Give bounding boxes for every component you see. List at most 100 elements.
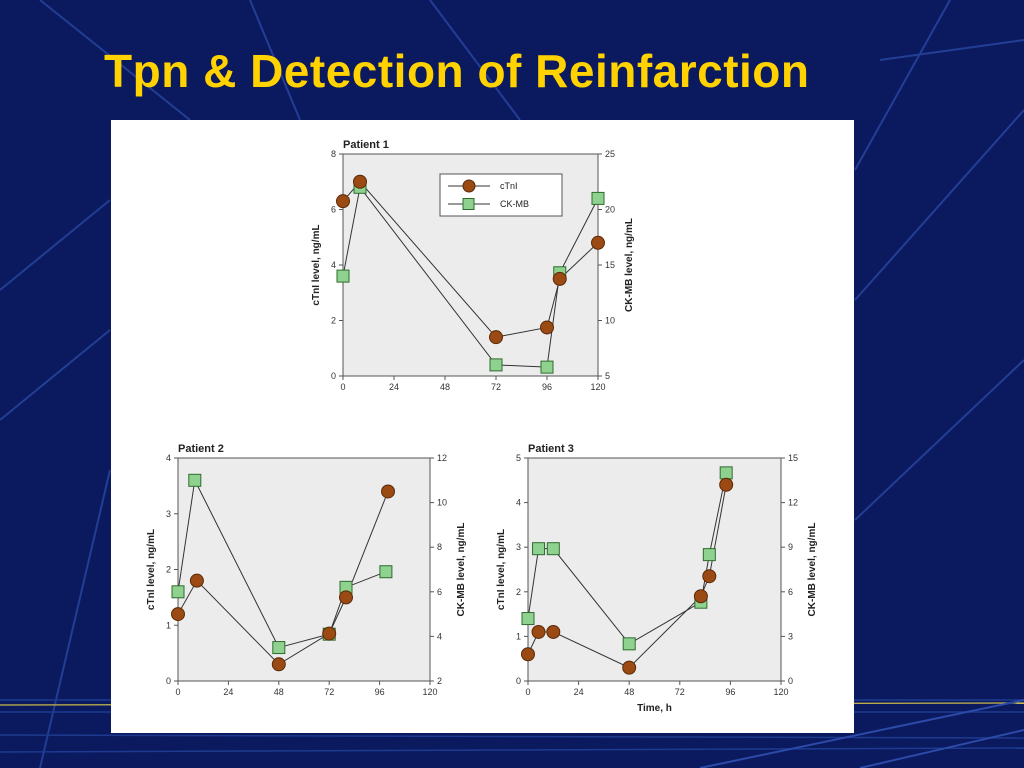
x-tick-label: 0 <box>525 687 530 697</box>
x-tick-label: 48 <box>274 687 284 697</box>
x-axis-label: Time, h <box>637 703 672 714</box>
ctni-point <box>591 235 605 250</box>
y-tick-label: 2 <box>516 587 521 597</box>
legend: cTnI CK-MB <box>439 173 563 217</box>
y2-tick-label: 0 <box>788 676 793 686</box>
x-tick-label: 120 <box>422 687 437 697</box>
chart-panel-3: Patient 30 24 48 72 96 12001234503691215cTnI … <box>496 443 818 714</box>
y2-tick-label: 15 <box>605 260 615 270</box>
ckmb-point <box>546 542 560 556</box>
y-tick-label: 1 <box>166 620 171 630</box>
ckmb-point <box>702 548 716 562</box>
ctni-point <box>546 624 561 639</box>
x-tick-label: 96 <box>375 687 385 697</box>
y-tick-label: 0 <box>166 676 171 686</box>
ckmb-point <box>336 269 350 283</box>
y-tick-label: 2 <box>166 565 171 575</box>
y2-tick-label: 5 <box>605 371 610 381</box>
y-tick-label: 1 <box>516 631 521 641</box>
x-tick-label: 120 <box>590 382 605 392</box>
ctni-point <box>381 484 395 499</box>
y2-tick-label: 12 <box>437 453 447 463</box>
ctni-point <box>552 271 567 286</box>
ctni-point <box>719 477 734 492</box>
y2-axis-label: CK-MB level, ng/mL <box>624 218 635 312</box>
x-tick-label: 72 <box>324 687 334 697</box>
ckmb-point <box>540 360 554 374</box>
ctni-point <box>540 320 554 335</box>
y2-tick-label: 3 <box>788 631 793 641</box>
y2-tick-label: 20 <box>605 205 615 215</box>
x-tick-label: 72 <box>675 687 685 697</box>
x-tick-label: 96 <box>725 687 735 697</box>
ctni-point <box>322 626 337 641</box>
panel-title: Patient 1 <box>343 139 389 151</box>
series-line-ck-mb <box>342 186 599 368</box>
chart-area: Patient 10 24 48 72 96 12002468510152025cTnI … <box>146 139 818 714</box>
ckmb-point <box>622 637 636 651</box>
y-axis-label: cTnI level, ng/mL <box>311 224 322 305</box>
plot-area <box>527 457 782 682</box>
y-axis-label: cTnI level, ng/mL <box>496 529 507 610</box>
ctni-point <box>489 330 503 345</box>
ctni-point <box>521 647 535 662</box>
ckmb-point <box>532 542 546 556</box>
ckmb-point <box>521 612 535 626</box>
y2-tick-label: 4 <box>437 631 442 641</box>
legend-box <box>439 173 563 217</box>
x-tick-label: 0 <box>340 382 345 392</box>
y2-axis-label: CK-MB level, ng/mL <box>456 523 467 617</box>
ckmb-point <box>379 565 393 579</box>
y-tick-label: 6 <box>331 205 336 215</box>
ckmb-point <box>188 473 202 487</box>
x-tick-label: 24 <box>223 687 233 697</box>
x-tick-label: 96 <box>542 382 552 392</box>
ctni-point <box>702 569 717 584</box>
y-tick-label: 3 <box>516 542 521 552</box>
y2-tick-label: 9 <box>788 542 793 552</box>
y2-tick-label: 8 <box>437 542 442 552</box>
ctni-point <box>531 624 546 639</box>
series-line-ck-mb <box>177 478 387 649</box>
ctni-point <box>353 174 367 189</box>
y-tick-label: 4 <box>516 498 521 508</box>
x-tick-label: 120 <box>773 687 788 697</box>
y2-tick-label: 12 <box>788 498 798 508</box>
ckmb-point <box>272 641 286 655</box>
slide-title: Tpn & Detection of Reinfarction <box>104 45 810 97</box>
legend-label: CK-MB <box>500 199 529 209</box>
x-tick-label: 48 <box>440 382 450 392</box>
y-tick-label: 0 <box>516 676 521 686</box>
y-tick-label: 8 <box>331 149 336 159</box>
chart-panel-1: Patient 10 24 48 72 96 12002468510152025cTnI … <box>311 139 635 392</box>
y-tick-label: 5 <box>516 453 521 463</box>
y-tick-label: 4 <box>166 453 171 463</box>
x-tick-label: 72 <box>491 382 501 392</box>
legend-label: cTnI <box>500 181 518 191</box>
ctni-point <box>189 573 204 588</box>
ckmb-point <box>489 358 503 372</box>
ctni-point <box>171 607 185 622</box>
ctni-point <box>693 589 708 604</box>
figure-panel: Patient 1 0 24 48 72 96 120 0 2 4 6 8 5 10 15 20 25 cTnI … <box>111 120 854 733</box>
y2-tick-label: 10 <box>437 498 447 508</box>
ctni-point <box>622 660 637 675</box>
y2-tick-label: 25 <box>605 149 615 159</box>
legend-ctni-marker <box>462 179 476 193</box>
x-tick-label: 48 <box>624 687 634 697</box>
y2-tick-label: 15 <box>788 453 798 463</box>
y2-tick-label: 6 <box>788 587 793 597</box>
y2-tick-label: 10 <box>605 316 615 326</box>
ctni-point <box>339 590 353 605</box>
ctni-point <box>336 194 350 209</box>
ckmb-point <box>171 585 185 599</box>
y-tick-label: 0 <box>331 371 336 381</box>
y-tick-label: 4 <box>331 260 336 270</box>
y-tick-label: 3 <box>166 509 171 519</box>
y2-axis-label: CK-MB level, ng/mL <box>807 523 818 617</box>
x-tick-label: 0 <box>175 687 180 697</box>
y2-tick-label: 2 <box>437 676 442 686</box>
panel-title: Patient 3 <box>528 443 574 455</box>
panel-title: Patient 2 <box>178 443 224 455</box>
